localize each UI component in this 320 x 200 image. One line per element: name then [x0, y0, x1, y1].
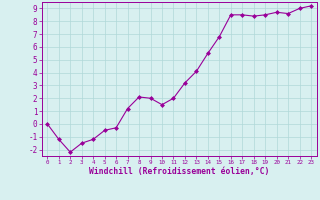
- X-axis label: Windchill (Refroidissement éolien,°C): Windchill (Refroidissement éolien,°C): [89, 167, 269, 176]
